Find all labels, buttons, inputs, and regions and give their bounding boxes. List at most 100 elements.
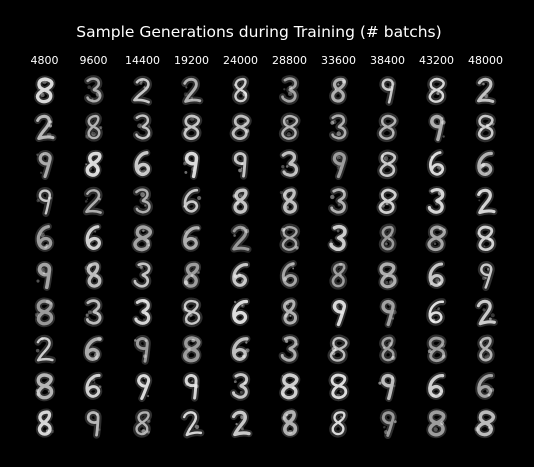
sample-image — [412, 182, 461, 219]
sample-image — [167, 293, 216, 330]
generated-digit-glyph — [278, 75, 300, 105]
sample-image — [167, 330, 216, 367]
sample-image — [461, 182, 510, 219]
sample-image — [216, 182, 265, 219]
column-label: 9600 — [79, 54, 108, 67]
sample-image — [412, 256, 461, 293]
sample-image — [265, 404, 314, 441]
sample-image — [118, 293, 167, 330]
sample-image — [167, 145, 216, 182]
generated-digit-glyph — [281, 297, 300, 327]
generated-digit-glyph — [379, 298, 397, 329]
sample-image — [363, 256, 412, 293]
generated-digit-glyph — [230, 261, 251, 289]
sample-image — [461, 145, 510, 182]
sample-image — [265, 71, 314, 108]
sample-image — [314, 404, 363, 441]
generated-digit-glyph — [428, 113, 446, 143]
generated-digit-glyph — [132, 186, 153, 216]
sample-image — [461, 330, 510, 367]
generated-digit-glyph — [426, 298, 447, 326]
generated-digit-glyph — [474, 297, 498, 328]
generated-digit-glyph — [475, 186, 498, 217]
generated-digit-glyph — [376, 112, 399, 143]
sample-image — [20, 293, 69, 330]
sample-image — [167, 404, 216, 441]
column-label: 14400 — [125, 54, 160, 67]
generated-digit-glyph — [475, 223, 497, 254]
generated-digit-glyph — [475, 149, 495, 178]
column-label: 33600 — [321, 54, 356, 67]
sample-image — [167, 367, 216, 404]
sample-image — [118, 71, 167, 108]
generated-digit-glyph — [181, 75, 204, 105]
sample-image-grid — [20, 71, 510, 441]
column-label: 4800 — [30, 54, 59, 67]
generated-digit-glyph — [229, 112, 252, 143]
sample-image — [118, 182, 167, 219]
generated-digit-glyph — [426, 75, 448, 106]
sample-image — [314, 367, 363, 404]
sample-image — [69, 256, 118, 293]
sample-image — [20, 145, 69, 182]
generated-digit-glyph — [279, 186, 299, 216]
generated-digit-glyph — [83, 335, 104, 363]
sample-image — [216, 330, 265, 367]
sample-image — [461, 71, 510, 108]
sample-image — [20, 330, 69, 367]
generated-digit-glyph — [36, 187, 54, 217]
generated-digit-glyph — [131, 223, 154, 254]
generated-digit-glyph — [36, 261, 53, 291]
sample-image — [363, 145, 412, 182]
generated-digit-glyph — [278, 334, 300, 364]
sample-image — [461, 367, 510, 404]
sample-image — [461, 256, 510, 293]
generated-digit-glyph — [231, 150, 249, 180]
generated-digit-glyph — [329, 408, 348, 438]
generated-digit-glyph — [330, 150, 348, 181]
generated-digit-glyph — [84, 260, 104, 290]
sample-image — [412, 293, 461, 330]
sample-image — [363, 182, 412, 219]
sample-image — [118, 108, 167, 145]
generated-digit-glyph — [426, 372, 447, 400]
sample-image — [69, 404, 118, 441]
generated-digit-glyph — [475, 75, 497, 105]
generated-digit-glyph — [181, 224, 202, 252]
generated-digit-glyph — [231, 75, 250, 105]
sample-image — [118, 219, 167, 256]
generated-digit-glyph — [378, 372, 397, 402]
sample-image — [314, 145, 363, 182]
generated-digit-glyph — [379, 76, 397, 106]
generated-digit-glyph — [426, 260, 446, 289]
generated-digit-glyph — [426, 334, 448, 365]
sample-image — [265, 293, 314, 330]
generated-digit-glyph — [83, 223, 103, 252]
sample-image — [20, 182, 69, 219]
column-label: 19200 — [174, 54, 209, 67]
generated-digit-glyph — [377, 260, 399, 291]
generated-digit-glyph — [82, 186, 105, 217]
sample-image — [167, 256, 216, 293]
generated-digit-glyph — [130, 75, 153, 106]
sample-image — [412, 367, 461, 404]
generated-digit-glyph — [132, 297, 153, 327]
column-label: 48000 — [468, 54, 503, 67]
sample-image — [216, 108, 265, 145]
generated-digit-glyph — [425, 223, 448, 254]
generated-digit-glyph — [474, 408, 497, 439]
sample-image — [461, 404, 510, 441]
sample-image — [265, 256, 314, 293]
generated-digit-glyph — [279, 260, 300, 289]
sample-image — [314, 182, 363, 219]
generated-digit-glyph — [133, 408, 153, 438]
sample-image — [216, 71, 265, 108]
generated-digit-glyph — [475, 372, 496, 400]
sample-image — [167, 108, 216, 145]
sample-image — [20, 256, 69, 293]
generated-digit-glyph — [181, 297, 203, 328]
sample-image — [118, 367, 167, 404]
sample-image — [265, 108, 314, 145]
generated-digit-glyph — [34, 334, 56, 364]
sample-image — [69, 330, 118, 367]
